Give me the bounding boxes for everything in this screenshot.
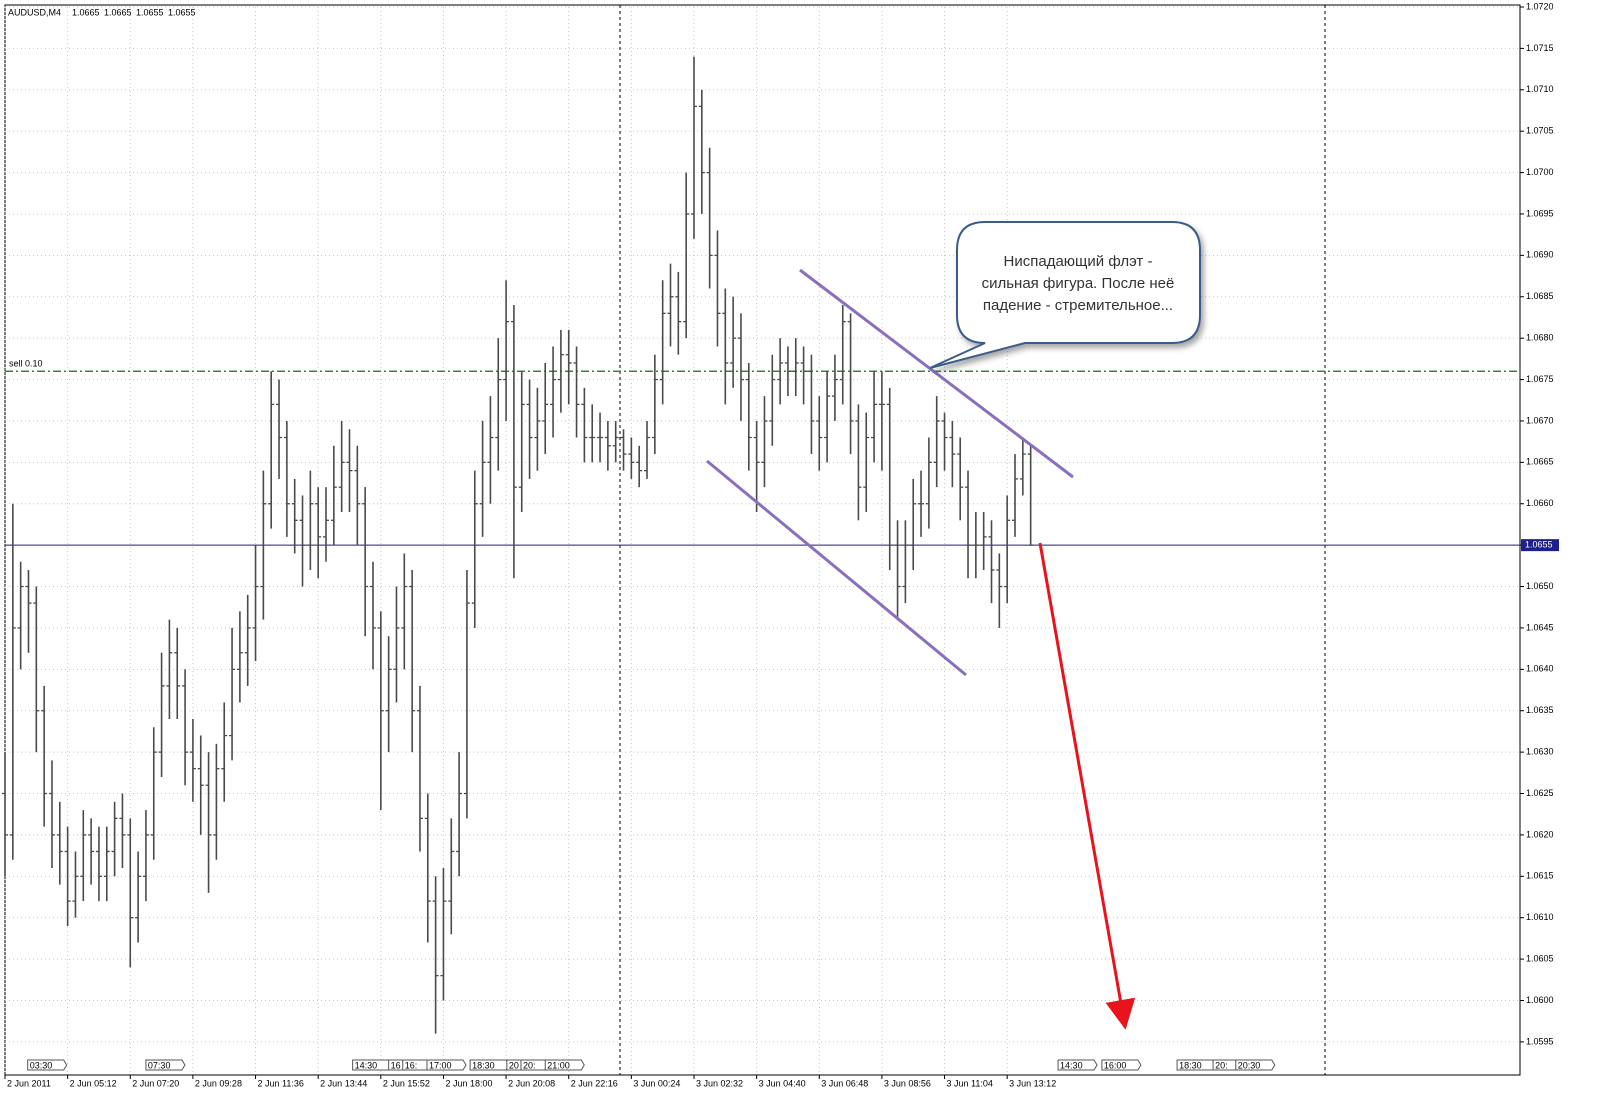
y-tick-label: 1.0680 [1526, 333, 1554, 343]
y-tick-label: 1.0695 [1526, 208, 1554, 218]
x-tick-label: 3 Jun 06:48 [821, 1078, 868, 1088]
y-tick-label: 1.0665 [1526, 457, 1554, 467]
trend-line [799, 268, 1074, 479]
callout-box [929, 221, 1201, 369]
time-marker [145, 1059, 186, 1071]
y-tick-label: 1.0660 [1526, 498, 1554, 508]
time-marker [1057, 1059, 1098, 1071]
time-marker [1235, 1059, 1276, 1071]
x-tick-label: 2 Jun 18:00 [445, 1078, 492, 1088]
x-tick-label: 2 Jun 2011 [7, 1078, 51, 1088]
x-tick-label: 3 Jun 11:04 [947, 1078, 993, 1088]
callout [929, 221, 1201, 369]
x-tick-label: 2 Jun 22:16 [571, 1078, 618, 1088]
time-marker-label: 16:00 [1104, 1060, 1127, 1070]
annotation: сильная фигура. После неё [982, 275, 1175, 292]
x-tick-label: 2 Jun 15:52 [383, 1078, 430, 1088]
time-marker-label: 18:30 [472, 1060, 495, 1070]
time-marker-label: 16 [391, 1060, 401, 1070]
time-marker [544, 1059, 585, 1071]
y-tick-label: 1.0595 [1526, 1036, 1554, 1046]
y-tick-label: 1.0610 [1526, 912, 1554, 922]
bars [2, 56, 1034, 1034]
time-marker-label: 14:30 [355, 1060, 378, 1070]
y-tick-label: 1.0615 [1526, 871, 1554, 881]
y-tick-label: 1.0690 [1526, 250, 1554, 260]
y-tick-label: 1.0705 [1526, 126, 1554, 136]
time-marker-label: 20: [1215, 1060, 1228, 1070]
time-marker-label: 14:30 [1060, 1060, 1083, 1070]
y-tick-label: 1.0715 [1526, 43, 1554, 53]
y-tick-label: 1.0670 [1526, 415, 1554, 425]
time-marker-label: 21:00 [547, 1060, 570, 1070]
x-tick-label: 2 Jun 05:12 [70, 1078, 117, 1088]
x-tick-label: 2 Jun 20:08 [508, 1078, 555, 1088]
y-tick-label: 1.0630 [1526, 746, 1554, 756]
x-tick-label: 2 Jun 07:20 [132, 1078, 179, 1088]
time-marker [27, 1059, 68, 1071]
time-marker-label: 03:30 [30, 1060, 53, 1070]
levels [5, 370, 1520, 546]
y-tick-label: 1.0645 [1526, 622, 1554, 632]
time-marker-label: 20: [523, 1060, 536, 1070]
x-tick-label: 3 Jun 13:12 [1009, 1078, 1056, 1088]
price-box [1521, 539, 1559, 552]
time-marker-label: 20:30 [1238, 1060, 1261, 1070]
y-tick-label: 1.0605 [1526, 953, 1554, 963]
time-marker [1101, 1059, 1142, 1071]
header-value: 1.0665 [72, 7, 100, 17]
header-value: 1.0665 [104, 7, 132, 17]
x-tick-label: 2 Jun 13:44 [320, 1078, 367, 1088]
x-tick-label: 3 Jun 00:24 [633, 1078, 680, 1088]
price-label: 1.0655 [1525, 540, 1553, 550]
header-value: 1.0655 [136, 7, 164, 17]
y-tick-label: 1.0650 [1526, 581, 1554, 591]
x-tick-label: 2 Jun 11:36 [258, 1078, 304, 1088]
time-marker [426, 1059, 467, 1071]
y-tick-label: 1.0600 [1526, 995, 1554, 1005]
forecast-arrow [1038, 542, 1136, 1030]
time-marker-label: 16: [405, 1060, 418, 1070]
annotation: Ниспадающий флэт - [1004, 253, 1153, 270]
y-tick-label: 1.0635 [1526, 705, 1554, 715]
y-tick-label: 1.0700 [1526, 167, 1554, 177]
y-tick-label: 1.0620 [1526, 829, 1554, 839]
x-tick-label: 2 Jun 09:28 [195, 1078, 242, 1088]
plot-frame [4, 4, 1521, 1076]
annotation: падение - стремительное... [983, 297, 1173, 314]
time-marker-label: 20 [509, 1060, 519, 1070]
y-tick-label: 1.0625 [1526, 788, 1554, 798]
x-tick-label: 3 Jun 02:32 [696, 1078, 743, 1088]
time-marker-label: 17:00 [429, 1060, 452, 1070]
symbol-title: AUDUSD,M4 [8, 7, 61, 17]
time-marker-label: 07:30 [148, 1060, 171, 1070]
y-tick-label: 1.0675 [1526, 374, 1554, 384]
y-tick-label: 1.0720 [1526, 1, 1554, 11]
y-tick-label: 1.0710 [1526, 84, 1554, 94]
time-marker-label: 18:30 [1179, 1060, 1202, 1070]
order-label: sell 0.10 [9, 359, 43, 369]
y-tick-label: 1.0640 [1526, 664, 1554, 674]
header-value: 1.0655 [168, 7, 196, 17]
x-tick-label: 3 Jun 04:40 [759, 1078, 806, 1088]
y-tick-label: 1.0685 [1526, 291, 1554, 301]
trend-line [706, 459, 967, 677]
x-tick-label: 3 Jun 08:56 [884, 1078, 931, 1088]
